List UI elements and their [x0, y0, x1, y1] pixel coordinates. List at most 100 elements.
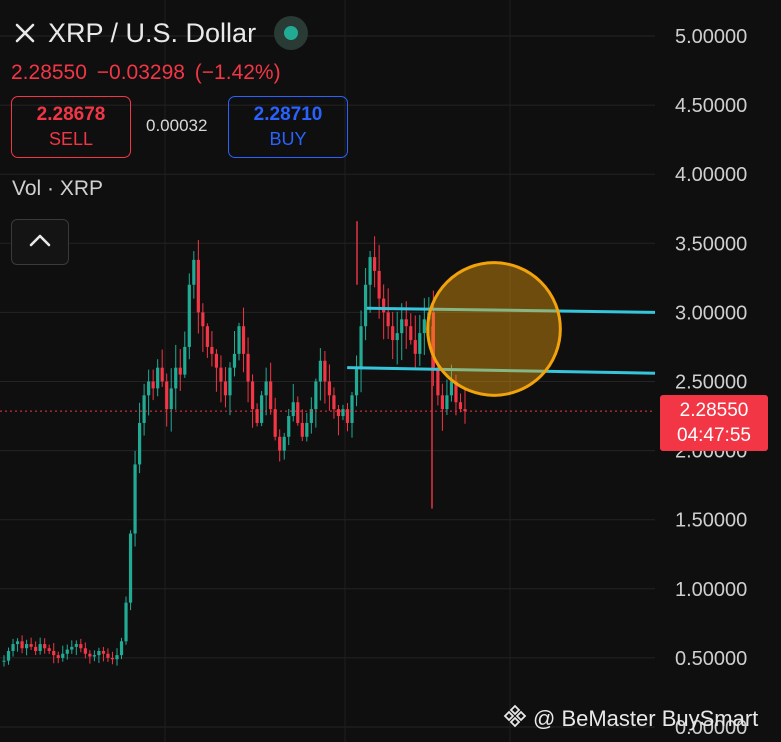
candle-body: [309, 409, 313, 423]
candle-body: [454, 381, 458, 403]
candle-body: [29, 644, 33, 647]
y-tick-label: 0.00000: [675, 717, 747, 739]
candle-body: [192, 259, 196, 285]
candle-body: [70, 646, 74, 650]
candle-body: [147, 381, 151, 396]
candle-body: [115, 655, 119, 660]
candle-body: [395, 333, 399, 341]
current-price-value: 2.28550: [679, 400, 749, 421]
candle-body: [88, 653, 92, 657]
candle-body: [24, 644, 29, 649]
candle-body: [169, 388, 173, 410]
candle-body: [241, 326, 246, 354]
candle-body: [56, 655, 60, 658]
candlestick-series: [2, 221, 467, 667]
candle-body: [345, 409, 350, 423]
status-dot-icon: [274, 16, 309, 50]
chart-annotations: [0, 261, 656, 412]
candle-body: [201, 312, 205, 327]
candle-body: [413, 340, 417, 354]
y-tick-label: 1.00000: [675, 579, 747, 601]
candle-body: [449, 381, 454, 396]
candle-body: [128, 533, 133, 603]
candle-body: [124, 602, 128, 642]
candle-body: [15, 641, 20, 645]
candle-body: [223, 381, 228, 396]
trendline: [347, 366, 656, 375]
candle-body: [336, 409, 341, 417]
candle-body: [43, 644, 47, 649]
candle-body: [183, 346, 187, 375]
candle-body: [264, 381, 268, 396]
sell-label: SELL: [48, 129, 94, 149]
candle-body: [273, 409, 277, 437]
candle-body: [291, 402, 295, 417]
spread-value: 0.00032: [146, 116, 208, 135]
candle-body: [2, 660, 6, 662]
candle-body: [400, 319, 404, 334]
candle-body: [11, 644, 15, 651]
candle-body: [350, 395, 354, 423]
current-price-tag: 2.28550 04:47:55: [660, 395, 768, 451]
candle-body: [404, 319, 408, 327]
candle-body: [237, 326, 241, 354]
candle-body: [386, 312, 390, 327]
buy-price: 2.28710: [253, 104, 323, 125]
candle-body: [232, 353, 237, 368]
candle-body: [255, 409, 259, 423]
candle-body: [377, 270, 381, 299]
sell-button[interactable]: 2.28678 SELL: [11, 96, 131, 158]
y-tick-label: 3.00000: [675, 302, 747, 324]
candle-body: [174, 367, 178, 389]
candle-body: [219, 367, 223, 382]
volume-indicator-label[interactable]: Vol · XRP: [12, 177, 104, 200]
sell-price: 2.28678: [36, 104, 106, 125]
price-axis: 5.00000 4.50000 4.00000 3.50000 3.00000 2.500…: [675, 26, 747, 739]
candle-body: [205, 326, 209, 347]
candle-body: [210, 346, 214, 354]
y-tick-label: 0.50000: [675, 648, 747, 670]
price-change: −0.03298: [96, 61, 185, 84]
candle-body: [373, 257, 377, 271]
candle-body: [391, 326, 395, 341]
binance-logo-icon: [503, 704, 527, 734]
candle-body: [83, 648, 87, 654]
candle-body: [47, 648, 51, 651]
candle-body: [327, 381, 332, 396]
y-tick-label: 2.50000: [675, 372, 747, 394]
candle-body: [142, 395, 146, 423]
candle-body: [332, 395, 336, 410]
candle-body: [119, 641, 124, 656]
candle-body: [296, 402, 300, 423]
symbol-header: XRP / U.S. Dollar: [12, 16, 309, 50]
collapse-indicators-button[interactable]: [11, 219, 69, 265]
y-tick-label: 1.50000: [675, 510, 747, 532]
candle-body: [458, 402, 463, 410]
candle-body: [382, 298, 386, 313]
buy-button[interactable]: 2.28710 BUY: [228, 96, 348, 158]
buy-label: BUY: [269, 129, 307, 149]
candle-body: [61, 653, 65, 658]
candle-body: [133, 464, 137, 534]
y-tick-label: 3.50000: [675, 233, 747, 255]
candle-body: [278, 436, 282, 451]
symbol-title: XRP / U.S. Dollar: [48, 17, 257, 48]
candle-body: [418, 333, 422, 354]
candle-body: [463, 409, 467, 412]
watermark-text: @ BeMaster BuySmart: [533, 706, 759, 731]
candle-body: [359, 326, 363, 368]
candle-body: [106, 653, 110, 658]
y-tick-label: 5.00000: [675, 26, 747, 48]
candle-body: [318, 360, 322, 382]
candle-body: [74, 644, 78, 647]
candle-body: [156, 367, 160, 389]
candle-body: [65, 649, 69, 654]
close-icon[interactable]: [12, 20, 38, 46]
watermark: @ BeMaster BuySmart: [503, 704, 758, 734]
last-price: 2.28550: [11, 61, 87, 84]
candle-body: [52, 650, 56, 656]
candle-body: [101, 650, 106, 654]
candle-body: [250, 381, 255, 410]
candle-body: [20, 641, 24, 649]
